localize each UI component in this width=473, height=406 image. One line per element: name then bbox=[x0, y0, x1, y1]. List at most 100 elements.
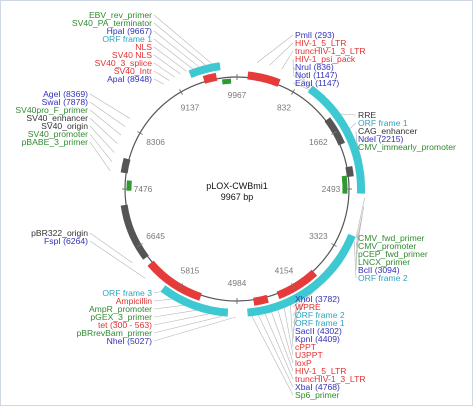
tick-label: 4154 bbox=[275, 265, 294, 275]
leader-line bbox=[153, 305, 184, 310]
feature-label: pBR322_origin bbox=[31, 228, 88, 238]
tick-label: 6645 bbox=[146, 231, 165, 241]
feature-label: CMV_fwd_primer bbox=[358, 233, 425, 243]
leader-line bbox=[153, 313, 210, 326]
feature-label: SV40_promoter bbox=[28, 129, 88, 139]
feature-arc-orf bbox=[188, 62, 221, 78]
feature-arcs bbox=[120, 62, 365, 317]
feature-label: NruI (836) bbox=[295, 62, 334, 72]
leader-line bbox=[281, 50, 294, 70]
feature-label: SV40 NLS bbox=[112, 50, 152, 60]
leader-line bbox=[153, 78, 164, 85]
tick-label: 1662 bbox=[309, 137, 328, 147]
feature-label: AgeI (8369) bbox=[43, 89, 88, 99]
feature-arc-gray bbox=[120, 204, 149, 260]
feature-label: ORF frame 1 bbox=[295, 318, 345, 328]
leader-line bbox=[153, 14, 212, 64]
leader-line bbox=[89, 125, 115, 153]
leader-line bbox=[153, 22, 206, 66]
feature-label: NdeI (2215) bbox=[358, 134, 404, 144]
plasmid-name: pLOX-CWBmi1 bbox=[206, 181, 268, 191]
leader-line bbox=[277, 310, 294, 364]
tick-label: 4984 bbox=[228, 278, 247, 288]
leader-line bbox=[292, 302, 297, 340]
leader-line bbox=[292, 66, 305, 81]
leader-line bbox=[89, 141, 111, 172]
feature-label: BclI (3094) bbox=[358, 265, 400, 275]
feature-label: FspI (6264) bbox=[44, 236, 88, 246]
feature-label: SV40_PA_terminator bbox=[72, 18, 152, 28]
leader-line bbox=[153, 70, 170, 81]
feature-label: WPRE bbox=[295, 302, 321, 312]
feature-label: HIV-1_psi_pack bbox=[295, 54, 356, 64]
feature-label: SacII (4302) bbox=[295, 326, 342, 336]
leader-line bbox=[269, 42, 294, 66]
leader-line bbox=[89, 109, 122, 136]
feature-label: RRE bbox=[358, 110, 376, 120]
feature-label: cPPT bbox=[295, 342, 317, 352]
leader-line bbox=[355, 232, 358, 271]
feature-label: CAG_enhancer bbox=[358, 126, 417, 136]
tick-label: 5815 bbox=[181, 265, 200, 275]
leader-line bbox=[292, 295, 309, 324]
feature-label: pBRrevBam_primer bbox=[77, 328, 153, 338]
leader-line bbox=[251, 316, 294, 396]
leader-line bbox=[258, 315, 294, 388]
feature-arc-orf bbox=[307, 85, 365, 194]
tick-label: 7476 bbox=[134, 184, 153, 194]
feature-arc-orf bbox=[247, 257, 343, 317]
leader-line bbox=[292, 74, 316, 88]
feature-label: NLS bbox=[135, 42, 152, 52]
tick-mark bbox=[179, 283, 183, 289]
leader-line bbox=[89, 101, 126, 127]
feature-arc-orf bbox=[328, 233, 356, 272]
leader-line bbox=[153, 62, 175, 78]
label-leader-lines bbox=[89, 14, 365, 396]
leader-line bbox=[153, 54, 181, 75]
feature-label: U3PPT bbox=[295, 350, 323, 360]
tick-mark bbox=[331, 131, 337, 135]
tick-mark bbox=[137, 131, 143, 135]
feature-label: AmpR_promoter bbox=[89, 304, 152, 314]
feature-arc-green bbox=[221, 78, 232, 85]
leader-line bbox=[153, 291, 161, 294]
feature-label: Sp6_primer bbox=[295, 390, 340, 400]
feature-label: SV40_Intr bbox=[114, 66, 152, 76]
plasmid-size: 9967 bp bbox=[221, 192, 254, 202]
feature-label: HpaI (9667) bbox=[107, 26, 153, 36]
leader-line bbox=[153, 315, 223, 334]
tick-mark bbox=[291, 89, 295, 95]
tick-label: 8306 bbox=[146, 137, 165, 147]
feature-label: SV40pro_F_primer bbox=[15, 105, 88, 115]
feature-arc-red bbox=[202, 72, 218, 84]
feature-label: SV40_3_splice bbox=[95, 58, 153, 68]
feature-arc-gray bbox=[120, 157, 131, 174]
feature-label: SV40_origin bbox=[41, 121, 88, 131]
leader-line bbox=[353, 240, 357, 279]
tick-mark bbox=[137, 243, 143, 247]
tick-label: 3323 bbox=[309, 231, 328, 241]
leader-line bbox=[271, 312, 294, 372]
feature-label: CMV_immearly_promoter bbox=[358, 142, 456, 152]
feature-arc-red bbox=[147, 260, 202, 301]
feature-label: pCEP_fwd_primer bbox=[358, 249, 428, 259]
tick-mark bbox=[179, 89, 183, 95]
tick-label: 9967 bbox=[228, 90, 247, 100]
feature-label: SV40_enhancer bbox=[26, 113, 88, 123]
feature-label: loxP bbox=[295, 358, 312, 368]
leader-line bbox=[89, 117, 118, 144]
feature-label: XbaI (4768) bbox=[295, 382, 340, 392]
tick-mark bbox=[291, 283, 295, 289]
feature-label: NotI (1147) bbox=[295, 70, 337, 80]
leader-line bbox=[290, 305, 294, 348]
feature-label: XhoI (3782) bbox=[295, 294, 340, 304]
feature-label: EBV_rev_primer bbox=[89, 10, 152, 20]
feature-label: tet (300 - 563) bbox=[98, 320, 152, 330]
feature-label: truncHIV-1_3_LTR bbox=[295, 46, 366, 56]
feature-arc-red bbox=[276, 269, 318, 300]
leader-line bbox=[264, 313, 294, 380]
feature-arc-red bbox=[247, 71, 281, 87]
leader-line bbox=[153, 309, 197, 318]
